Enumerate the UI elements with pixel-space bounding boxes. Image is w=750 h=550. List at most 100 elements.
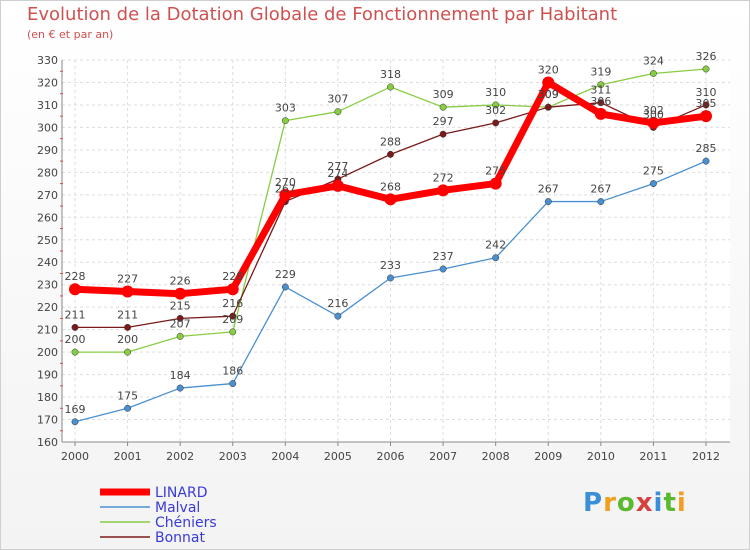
data-point-malval bbox=[281, 283, 289, 291]
data-label-malval: 285 bbox=[696, 142, 717, 155]
legend-label: Malval bbox=[155, 500, 200, 516]
data-label-ch-niers: 310 bbox=[485, 86, 506, 99]
data-label-malval: 275 bbox=[643, 165, 664, 178]
y-tick-label: 220 bbox=[37, 301, 58, 314]
data-point-linard bbox=[174, 287, 187, 300]
data-label-linard: 320 bbox=[538, 63, 559, 76]
data-label-ch-niers: 207 bbox=[170, 317, 191, 330]
data-label-malval: 175 bbox=[117, 389, 138, 402]
x-tick-label: 2007 bbox=[429, 450, 457, 463]
data-label-bonnat: 277 bbox=[327, 160, 348, 173]
data-label-linard: 274 bbox=[327, 167, 348, 180]
data-point-bonnat bbox=[597, 99, 605, 107]
data-label-bonnat: 216 bbox=[222, 297, 243, 310]
data-point-ch-niers bbox=[439, 103, 447, 111]
data-label-linard: 268 bbox=[380, 180, 401, 193]
chart-subtitle: (en € et par an) bbox=[27, 28, 114, 41]
data-label-linard: 228 bbox=[222, 270, 243, 283]
x-tick-label: 2003 bbox=[219, 450, 247, 463]
y-tick-label: 320 bbox=[37, 76, 58, 89]
data-point-malval bbox=[544, 198, 552, 206]
x-tick-label: 2008 bbox=[482, 450, 510, 463]
y-tick-label: 230 bbox=[37, 279, 58, 292]
data-point-linard bbox=[226, 283, 239, 296]
grid bbox=[62, 59, 730, 443]
data-point-linard bbox=[437, 184, 450, 197]
data-point-ch-niers bbox=[702, 65, 710, 73]
legend-label: Chéniers bbox=[155, 515, 217, 531]
data-point-malval bbox=[387, 274, 394, 282]
data-point-malval bbox=[439, 265, 447, 273]
x-tick-label: 2004 bbox=[271, 450, 299, 463]
data-point-ch-niers bbox=[71, 348, 79, 356]
data-point-malval bbox=[597, 198, 605, 206]
axes: 160 170 180 190 200 210 220 230 240 250 260 270 280 2… bbox=[37, 54, 730, 463]
data-point-ch-niers bbox=[649, 70, 657, 77]
data-point-ch-niers bbox=[387, 83, 394, 91]
data-label-malval: 229 bbox=[275, 268, 296, 281]
chart-title: Evolution de la Dotation Globale de Fonc… bbox=[27, 4, 618, 25]
data-point-linard bbox=[594, 107, 607, 120]
data-label-ch-niers: 326 bbox=[696, 50, 717, 63]
plot-area bbox=[62, 60, 730, 442]
data-label-linard: 275 bbox=[485, 165, 506, 178]
y-tick-label: 310 bbox=[37, 99, 58, 112]
data-label-bonnat: 267 bbox=[275, 183, 296, 196]
data-point-bonnat bbox=[387, 150, 394, 158]
data-label-linard: 272 bbox=[433, 171, 454, 184]
data-point-ch-niers bbox=[492, 101, 500, 109]
data-point-malval bbox=[71, 418, 79, 426]
y-tick-label: 160 bbox=[37, 436, 58, 449]
y-tick-label: 210 bbox=[37, 324, 58, 337]
data-label-ch-niers: 318 bbox=[380, 68, 401, 81]
data-label-ch-niers: 319 bbox=[590, 66, 611, 79]
y-tick-label: 300 bbox=[37, 121, 58, 134]
x-tick-label: 2009 bbox=[534, 450, 562, 463]
data-point-linard bbox=[69, 283, 81, 296]
data-label-malval: 216 bbox=[327, 297, 348, 310]
data-point-linard bbox=[700, 110, 712, 123]
data-label-malval: 267 bbox=[538, 183, 559, 196]
data-point-bonnat bbox=[702, 101, 710, 109]
data-point-bonnat bbox=[544, 103, 552, 111]
x-tick-label: 2005 bbox=[324, 450, 352, 463]
data-point-bonnat bbox=[124, 323, 132, 331]
data-point-bonnat bbox=[439, 130, 447, 138]
data-label-malval: 233 bbox=[380, 259, 401, 272]
y-tick-label: 250 bbox=[37, 234, 58, 247]
y-tick-label: 260 bbox=[37, 211, 58, 224]
data-label-bonnat: 300 bbox=[643, 108, 664, 121]
data-label-linard: 227 bbox=[117, 272, 138, 285]
data-point-ch-niers bbox=[597, 81, 605, 89]
data-label-linard: 228 bbox=[65, 270, 86, 283]
data-label-bonnat: 211 bbox=[65, 308, 86, 321]
legend-label: LINARD bbox=[155, 485, 208, 501]
data-label-bonnat: 310 bbox=[696, 86, 717, 99]
data-label-linard: 306 bbox=[590, 95, 611, 108]
x-tick-label: 2010 bbox=[587, 450, 615, 463]
data-point-malval bbox=[702, 157, 710, 165]
data-point-ch-niers bbox=[176, 332, 184, 340]
data-label-malval: 169 bbox=[65, 403, 86, 416]
data-point-bonnat bbox=[71, 323, 79, 331]
x-tick-label: 2012 bbox=[692, 450, 720, 463]
data-point-linard bbox=[489, 177, 502, 190]
data-label-ch-niers: 200 bbox=[117, 333, 138, 346]
data-label-malval: 242 bbox=[485, 239, 506, 252]
data-label-ch-niers: 303 bbox=[275, 102, 296, 115]
data-label-malval: 184 bbox=[170, 369, 191, 382]
data-label-linard: 302 bbox=[643, 104, 664, 117]
data-label-ch-niers: 309 bbox=[538, 88, 559, 101]
y-tick-label: 280 bbox=[37, 166, 58, 179]
data-label-bonnat: 311 bbox=[590, 84, 611, 97]
data-point-malval bbox=[649, 180, 657, 188]
data-point-linard bbox=[542, 76, 555, 89]
data-point-bonnat bbox=[229, 312, 237, 320]
data-label-ch-niers: 324 bbox=[643, 54, 664, 67]
legend-label: Bonnat bbox=[155, 530, 205, 546]
data-label-bonnat: 288 bbox=[380, 135, 401, 148]
data-label-bonnat: 302 bbox=[485, 104, 506, 117]
data-label-ch-niers: 209 bbox=[222, 313, 243, 326]
data-label-bonnat: 211 bbox=[117, 308, 138, 321]
